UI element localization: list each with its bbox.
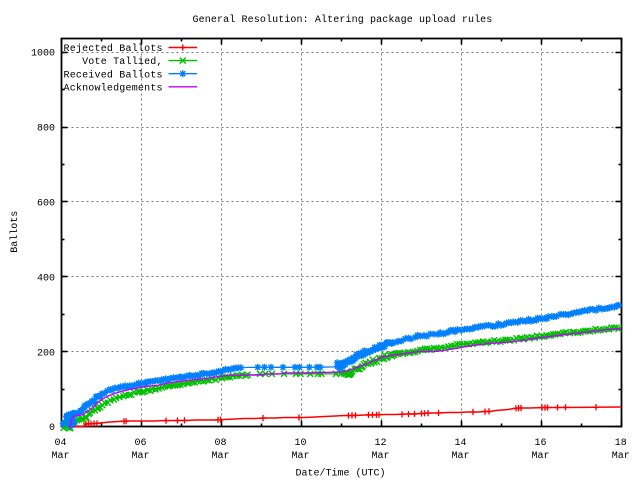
svg-text:Date/Time (UTC): Date/Time (UTC) — [295, 468, 385, 480]
svg-text:1000: 1000 — [31, 49, 55, 60]
svg-text:08: 08 — [214, 438, 226, 449]
svg-text:Ballots: Ballots — [9, 211, 21, 253]
svg-text:Mar: Mar — [531, 451, 549, 462]
svg-text:04: 04 — [54, 438, 66, 449]
svg-text:Mar: Mar — [131, 451, 149, 462]
svg-text:Mar: Mar — [371, 451, 389, 462]
svg-text:Mar: Mar — [51, 451, 69, 462]
svg-text:200: 200 — [37, 348, 55, 359]
svg-text:10: 10 — [294, 438, 306, 449]
svg-text:Vote Tallied,: Vote Tallied, — [82, 56, 163, 68]
svg-text:Mar: Mar — [612, 451, 630, 462]
svg-text:12: 12 — [374, 438, 386, 449]
svg-text:14: 14 — [454, 438, 466, 449]
svg-text:Mar: Mar — [451, 451, 469, 462]
svg-text:General Resolution: Altering p: General Resolution: Altering package upl… — [193, 14, 493, 26]
svg-text:06: 06 — [134, 438, 146, 449]
svg-text:Acknowledgements: Acknowledgements — [64, 82, 163, 94]
svg-text:18: 18 — [615, 438, 627, 449]
svg-text:16: 16 — [534, 438, 546, 449]
svg-text:800: 800 — [37, 124, 55, 135]
svg-text:Mar: Mar — [291, 451, 309, 462]
svg-text:0: 0 — [49, 423, 55, 434]
svg-text:Received Ballots: Received Ballots — [64, 69, 163, 81]
svg-text:Mar: Mar — [211, 451, 229, 462]
svg-text:Rejected Ballots: Rejected Ballots — [64, 43, 163, 55]
svg-text:400: 400 — [37, 273, 55, 284]
svg-text:600: 600 — [37, 199, 55, 210]
